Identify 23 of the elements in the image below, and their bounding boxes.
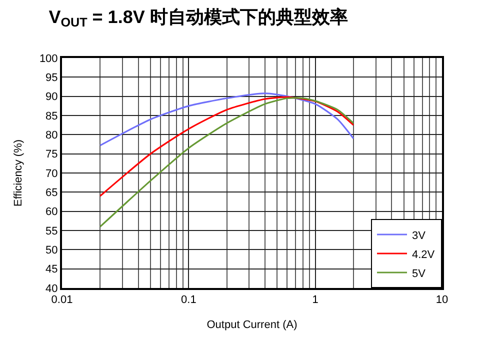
x-tick-label: 0.1: [181, 294, 196, 306]
x-tick-label: 10: [436, 294, 448, 306]
x-axis-title: Output Current (A): [206, 318, 298, 331]
y-tick-label: 75: [46, 148, 58, 161]
y-axis-title: Efficiency (%): [12, 139, 25, 207]
x-tick-label: 0.01: [51, 294, 73, 306]
y-tick-label: 60: [46, 206, 58, 218]
y-tick-label: 40: [46, 282, 58, 295]
y-tick-label: 55: [46, 225, 58, 238]
y-tick-label: 50: [46, 244, 58, 257]
legend-label: 5V: [412, 268, 426, 280]
chart-title: V$_{OUT}$ = 1.8V 时自动模式下的典型效率: [48, 6, 348, 30]
y-tick-label: 65: [46, 187, 58, 200]
x-tick-label: 1: [312, 294, 318, 306]
y-tick-label: 95: [46, 72, 58, 84]
legend-label: 3V: [412, 230, 426, 242]
y-tick-label: 80: [46, 130, 58, 142]
y-tick-label: 90: [46, 91, 58, 104]
y-tick-label: 85: [46, 110, 58, 122]
y-tick-label: 100: [39, 52, 58, 65]
y-tick-label: 45: [46, 264, 58, 276]
legend-label: 4.2V: [412, 248, 436, 261]
y-tick-label: 70: [46, 168, 58, 180]
